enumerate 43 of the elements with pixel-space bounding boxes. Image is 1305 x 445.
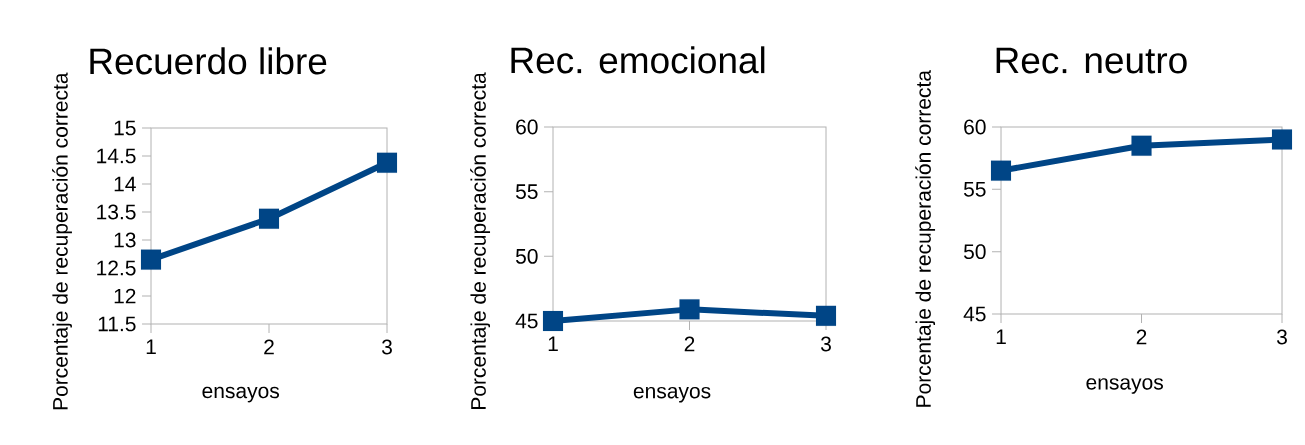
point <box>376 152 398 173</box>
x-tick-label: 1 <box>996 329 1006 344</box>
x-axis-title: ensayos <box>633 386 711 403</box>
x-tick-label: 1 <box>146 339 156 354</box>
chart-title: Recuerdo libre <box>90 47 327 75</box>
y-tick-label: 13 <box>114 232 136 248</box>
x-tick-label: 2 <box>264 339 274 355</box>
point <box>990 160 1012 181</box>
y-tick-label: 55 <box>963 182 986 197</box>
point <box>140 249 162 270</box>
x-tick-label: 3 <box>1276 329 1287 345</box>
y-tick-label: 50 <box>515 248 538 264</box>
y-tick-label: 12 <box>114 288 136 304</box>
y-tick-label: 45 <box>515 313 538 329</box>
y-tick-label: 55 <box>515 184 538 199</box>
y-tick-label: 15 <box>114 120 136 136</box>
x-tick-label: 3 <box>381 339 392 355</box>
y-tick-label: 14.5 <box>97 148 136 164</box>
y-tick-label: 12.5 <box>97 260 136 276</box>
y-tick-label: 60 <box>516 119 538 135</box>
y-axis-title: Porcentaje de recuperación correcta <box>52 72 72 410</box>
x-tick-label: 2 <box>1136 329 1147 345</box>
x-tick-label: 2 <box>684 336 695 352</box>
point <box>679 299 700 320</box>
x-tick-label: 3 <box>820 336 831 352</box>
y-tick-label: 13.5 <box>97 204 136 220</box>
point <box>258 208 280 229</box>
x-axis-title: ensayos <box>202 386 280 403</box>
x-tick-label: 1 <box>548 336 558 351</box>
y-axis-title: Porcentaje de recuperación correcta <box>915 70 936 407</box>
y-tick-label: 50 <box>963 244 986 260</box>
point <box>1271 129 1293 150</box>
chart-title: Rec. neutro <box>996 47 1187 74</box>
y-axis-title: Porcentaje de recuperación correcta <box>470 72 491 409</box>
point <box>1131 135 1152 156</box>
y-tick-label: 60 <box>964 119 986 135</box>
y-tick-label: 14 <box>114 176 136 192</box>
point <box>542 310 564 332</box>
y-tick-label: 45 <box>963 306 986 322</box>
point <box>815 305 837 326</box>
chart-title: Rec. emocional <box>511 46 765 74</box>
x-axis-title: ensayos <box>1086 378 1163 394</box>
y-tick-label: 11.5 <box>98 316 136 332</box>
